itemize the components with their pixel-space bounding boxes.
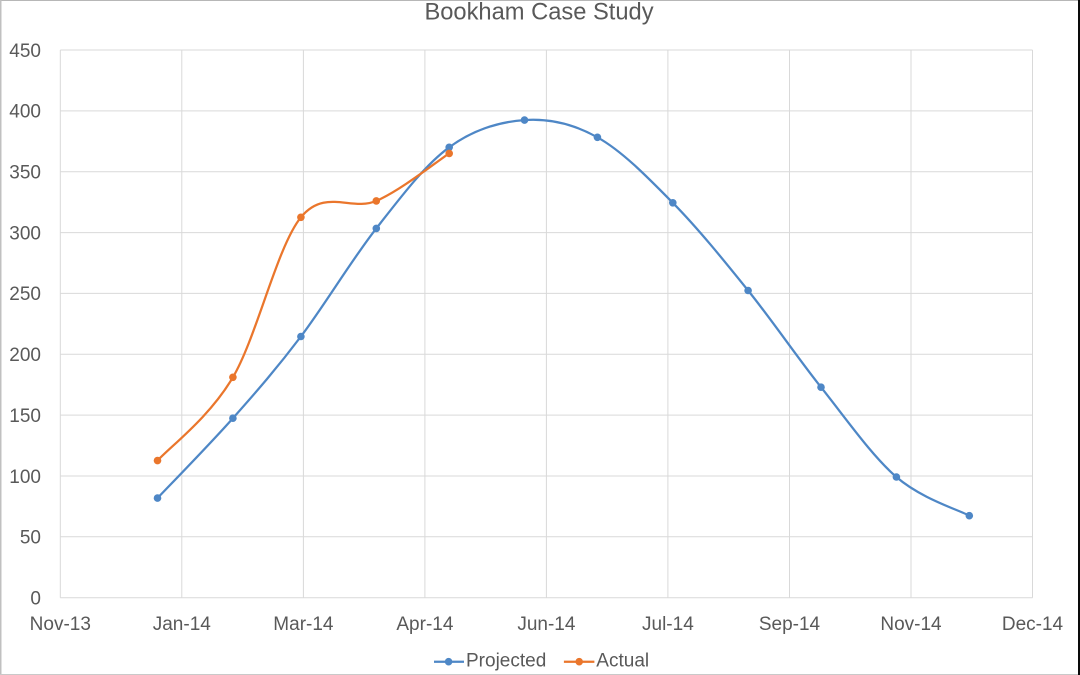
svg-text:Jun-14: Jun-14: [517, 614, 576, 635]
svg-text:150: 150: [9, 406, 41, 427]
svg-text:Mar-14: Mar-14: [273, 614, 334, 635]
svg-text:Sep-14: Sep-14: [759, 614, 821, 635]
svg-text:400: 400: [9, 102, 41, 123]
svg-text:200: 200: [9, 345, 41, 366]
svg-text:50: 50: [20, 528, 41, 549]
svg-text:Nov-13: Nov-13: [30, 614, 91, 635]
svg-text:300: 300: [9, 223, 41, 244]
svg-text:Jul-14: Jul-14: [642, 614, 694, 635]
svg-text:Bookham Case Study: Bookham Case Study: [424, 0, 653, 26]
svg-text:Apr-14: Apr-14: [396, 614, 453, 635]
svg-text:Dec-14: Dec-14: [1002, 614, 1064, 635]
svg-text:250: 250: [9, 284, 41, 305]
svg-text:Actual: Actual: [596, 651, 649, 672]
svg-text:Projected: Projected: [466, 651, 546, 672]
svg-text:0: 0: [30, 589, 41, 610]
svg-text:450: 450: [9, 41, 41, 62]
svg-text:Nov-14: Nov-14: [880, 614, 942, 635]
svg-text:350: 350: [9, 163, 41, 184]
svg-text:Jan-14: Jan-14: [153, 614, 212, 635]
svg-text:100: 100: [9, 467, 41, 488]
